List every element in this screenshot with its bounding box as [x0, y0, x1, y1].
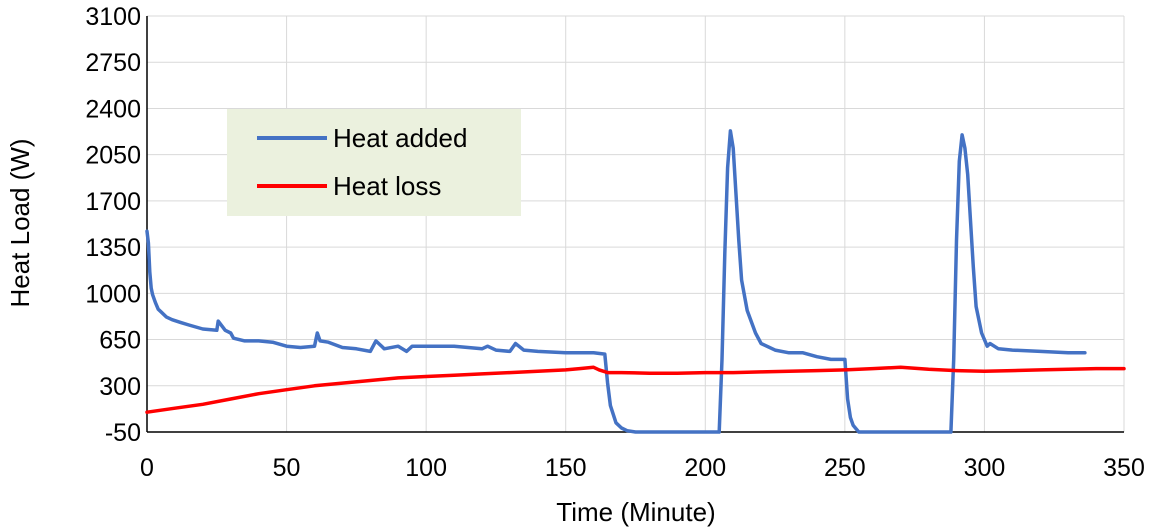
- legend-box: [227, 109, 521, 216]
- y-tick-label: 1350: [85, 234, 141, 262]
- legend-label-heat-loss: Heat loss: [333, 171, 441, 201]
- y-tick-label: 650: [99, 327, 141, 355]
- x-tick-labels: 0 50 100 150 200 250 300 350: [140, 454, 1145, 482]
- y-tick-label: 3100: [85, 3, 141, 31]
- x-tick-label: 100: [405, 454, 447, 482]
- x-tick-label: 350: [1103, 454, 1145, 482]
- y-tick-label: -50: [105, 419, 141, 447]
- x-tick-label: 200: [684, 454, 726, 482]
- legend-label-heat-added: Heat added: [333, 123, 467, 153]
- legend: Heat added Heat loss: [227, 109, 521, 216]
- y-tick-label: 2750: [85, 49, 141, 77]
- x-axis-title: Time (Minute): [556, 497, 715, 527]
- y-tick-label: 2050: [85, 142, 141, 170]
- series-line-heat-added: [145, 129, 1087, 434]
- y-tick-labels: -50 300 650 1000 1350 1700 2050 2400 2750 3100: [85, 3, 141, 447]
- y-tick-label: 2400: [85, 95, 141, 123]
- x-tick-label: 300: [964, 454, 1006, 482]
- x-tick-label: 0: [140, 454, 154, 482]
- series-lines: [145, 129, 1126, 434]
- y-tick-label: 300: [99, 373, 141, 401]
- y-tick-label: 1000: [85, 280, 141, 308]
- y-tick-label: 1700: [85, 188, 141, 216]
- x-tick-label: 250: [824, 454, 866, 482]
- x-tick-label: 50: [273, 454, 301, 482]
- grid-lines: [146, 15, 1125, 433]
- x-tick-label: 150: [545, 454, 587, 482]
- series-line-heat-loss: [145, 365, 1126, 414]
- y-axis-title: Heat Load (W): [5, 138, 35, 307]
